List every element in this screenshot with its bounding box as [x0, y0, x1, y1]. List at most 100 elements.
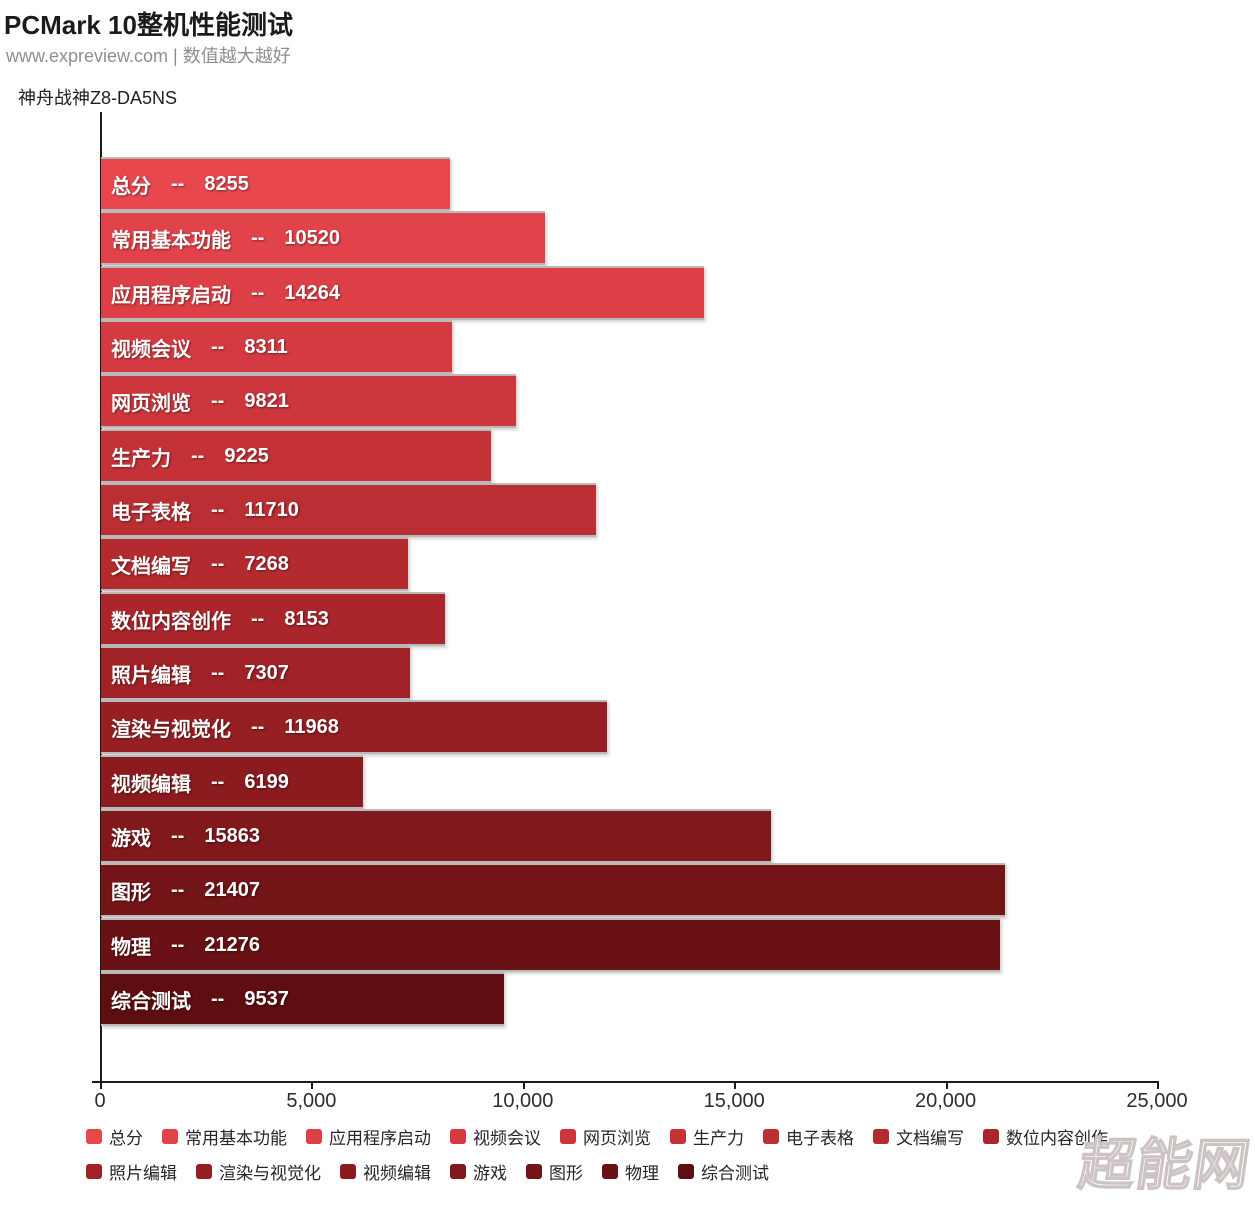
page-subtitle: www.expreview.com | 数值越大越好: [6, 46, 291, 66]
bar-separator: --: [251, 281, 265, 304]
bar: 视频编辑 -- 6199: [101, 755, 363, 809]
legend-row: 照片编辑 渲染与视觉化 视频编辑 游戏 图形 物理 综合测试: [86, 1159, 1196, 1184]
legend-label: 应用程序启动: [329, 1129, 431, 1148]
bar-separator: --: [171, 878, 185, 901]
watermark: 超能网: [1074, 1132, 1255, 1197]
bar-value: 7307: [244, 661, 289, 684]
bar: 视频会议 -- 8311: [101, 320, 453, 374]
legend-label: 游戏: [473, 1164, 507, 1183]
legend-swatch: [670, 1129, 686, 1144]
bar-separator: --: [251, 226, 265, 249]
bar-value: 15863: [204, 824, 260, 847]
bar-separator: --: [211, 661, 225, 684]
legend-swatch: [162, 1129, 178, 1144]
x-axis-tick-label: 10,000: [492, 1090, 554, 1112]
legend-label: 渲染与视觉化: [219, 1164, 321, 1183]
legend-swatch: [602, 1164, 618, 1179]
legend-label: 视频会议: [473, 1129, 541, 1148]
legend-swatch: [450, 1129, 466, 1144]
legend-item: 视频会议: [450, 1124, 541, 1149]
x-axis-line: [92, 1081, 1158, 1083]
bar-value: 8153: [284, 607, 329, 630]
bar-separator: --: [211, 389, 225, 412]
legend-swatch: [196, 1164, 212, 1179]
legend-swatch: [306, 1129, 322, 1144]
bar-category-label: 电子表格: [111, 501, 191, 524]
bar-category-label: 渲染与视觉化: [111, 718, 231, 741]
bar-separator: --: [211, 552, 225, 575]
bar-value: 21276: [204, 933, 260, 956]
bar-separator: --: [211, 770, 225, 793]
legend-label: 数位内容创作: [1006, 1129, 1108, 1148]
bar-category-label: 数位内容创作: [111, 610, 231, 633]
legend-row: 总分 常用基本功能 应用程序启动 视频会议 网页浏览 生产力 电子表格 文档编写…: [86, 1124, 1196, 1149]
bar: 综合测试 -- 9537: [101, 972, 504, 1026]
bar-category-label: 视频编辑: [111, 773, 191, 796]
x-axis-tick-label: 20,000: [915, 1090, 977, 1112]
bar-category-label: 物理: [111, 936, 151, 959]
legend-item: 应用程序启动: [306, 1124, 431, 1149]
bar-category-label: 综合测试: [111, 990, 191, 1013]
bar-category-label: 应用程序启动: [111, 284, 231, 307]
bar-value: 7268: [244, 552, 289, 575]
legend-label: 文档编写: [896, 1129, 964, 1148]
bar: 网页浏览 -- 9821: [101, 374, 516, 428]
bar: 照片编辑 -- 7307: [101, 646, 410, 700]
bar: 电子表格 -- 11710: [101, 483, 596, 537]
legend-swatch: [526, 1164, 542, 1179]
bar-value: 11710: [244, 498, 299, 521]
bar-value: 10520: [284, 226, 340, 249]
bar-separator: --: [211, 498, 225, 521]
legend-swatch: [873, 1129, 889, 1144]
bar-category-label: 生产力: [111, 447, 171, 470]
x-axis-tick: [1157, 1081, 1159, 1089]
legend-label: 物理: [625, 1164, 659, 1183]
legend-label: 综合测试: [701, 1164, 769, 1183]
bar-value: 9537: [244, 987, 289, 1010]
bar-value: 8255: [204, 172, 249, 195]
x-axis-tick-label: 0: [94, 1090, 106, 1112]
legend-item: 生产力: [670, 1124, 744, 1149]
x-axis-tick: [100, 1081, 102, 1089]
bar-category-label: 常用基本功能: [111, 229, 231, 252]
x-axis-tick-label: 25,000: [1126, 1090, 1188, 1112]
bar-value: 21407: [204, 878, 260, 901]
bar-separator: --: [171, 933, 185, 956]
bar-value: 8311: [244, 335, 288, 358]
legend-item: 渲染与视觉化: [196, 1159, 321, 1184]
bar-value: 6199: [244, 770, 289, 793]
x-axis-tick: [311, 1081, 314, 1089]
bar: 物理 -- 21276: [101, 918, 1000, 972]
legend-item: 游戏: [450, 1159, 507, 1184]
bar: 常用基本功能 -- 10520: [101, 211, 546, 265]
bar-separator: --: [251, 715, 265, 738]
bar-value: 9821: [244, 389, 289, 412]
bar-value: 14264: [284, 281, 340, 304]
bar: 渲染与视觉化 -- 11968: [101, 700, 607, 754]
bar-separator: --: [251, 607, 265, 630]
bar-separator: --: [211, 987, 225, 1010]
bar-separator: --: [171, 824, 185, 847]
legend-label: 常用基本功能: [185, 1129, 287, 1148]
legend-label: 生产力: [693, 1129, 744, 1148]
bar-separator: --: [211, 335, 225, 358]
legend-item: 常用基本功能: [162, 1124, 287, 1149]
x-axis-tick: [734, 1081, 737, 1089]
legend-swatch: [86, 1164, 102, 1179]
legend-swatch: [983, 1129, 999, 1144]
legend-item: 照片编辑: [86, 1159, 177, 1184]
bar-category-label: 图形: [111, 881, 151, 904]
bar: 数位内容创作 -- 8153: [101, 592, 446, 646]
legend-swatch: [763, 1129, 779, 1144]
legend-label: 照片编辑: [109, 1164, 177, 1183]
legend-swatch: [86, 1129, 102, 1144]
legend-item: 网页浏览: [560, 1124, 651, 1149]
legend-item: 视频编辑: [340, 1159, 431, 1184]
series-label: 神舟战神Z8-DA5NS: [18, 88, 178, 108]
legend-item: 文档编写: [873, 1124, 964, 1149]
bar-category-label: 照片编辑: [111, 664, 191, 687]
legend-swatch: [450, 1164, 466, 1179]
legend-swatch: [340, 1164, 356, 1179]
bar-value: 9225: [224, 444, 269, 467]
x-axis-tick: [522, 1081, 525, 1089]
